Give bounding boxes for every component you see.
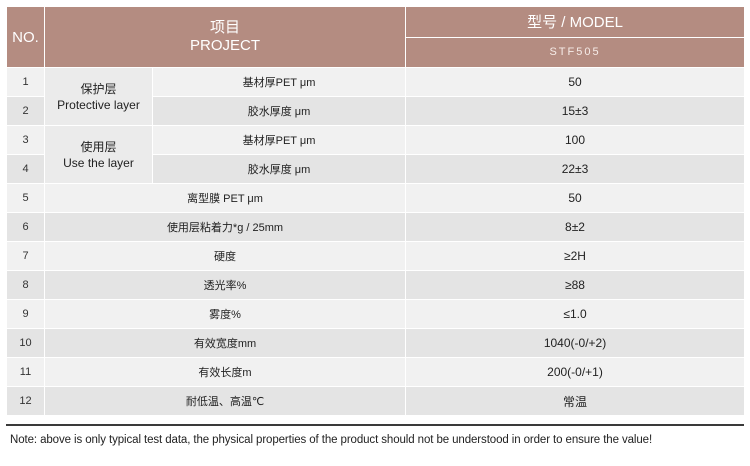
table-row: 6 使用层粘着力*g / 25mm 8±2 bbox=[6, 212, 746, 242]
row-item: 基材厚PET μm bbox=[151, 67, 407, 97]
footnote: Note: above is only typical test data, t… bbox=[10, 434, 653, 446]
row-value: 8±2 bbox=[405, 212, 746, 242]
row-number: 12 bbox=[6, 386, 45, 416]
project-header-cn: 项目 bbox=[210, 19, 241, 36]
table-row: 1 保护层 Protective layer 基材厚PET μm 50 bbox=[6, 67, 746, 126]
table-row: 10 有效宽度mm 1040(-0/+2) bbox=[6, 328, 746, 358]
row-number: 4 bbox=[6, 154, 45, 184]
table-row: 5 离型膜 PET μm 50 bbox=[6, 183, 746, 213]
row-value: 22±3 bbox=[405, 154, 746, 184]
row-item: 硬度 bbox=[43, 241, 407, 271]
row-item: 基材厚PET μm bbox=[151, 125, 407, 155]
row-value: ≤1.0 bbox=[405, 299, 746, 329]
row-item: 雾度% bbox=[43, 299, 407, 329]
row-value: ≥88 bbox=[405, 270, 746, 300]
row-number: 10 bbox=[6, 328, 45, 358]
table-row: 7 硬度 ≥2H bbox=[6, 241, 746, 271]
row-number: 9 bbox=[6, 299, 45, 329]
row-number: 7 bbox=[6, 241, 45, 271]
row-item: 有效长度m bbox=[43, 357, 407, 387]
model-header: 型号 / MODEL bbox=[405, 6, 746, 38]
model-name: STF505 bbox=[405, 36, 746, 68]
no-header: NO. bbox=[6, 6, 45, 68]
row-item: 有效宽度mm bbox=[43, 328, 407, 358]
group-label-cn: 保护层 bbox=[80, 81, 117, 96]
group-label-cn: 使用层 bbox=[80, 139, 117, 154]
note-divider bbox=[6, 424, 744, 426]
table-row: 8 透光率% ≥88 bbox=[6, 270, 746, 300]
row-number: 8 bbox=[6, 270, 45, 300]
row-value: 100 bbox=[405, 125, 746, 155]
row-number: 11 bbox=[6, 357, 45, 387]
row-value: 常温 bbox=[405, 386, 746, 416]
row-value: 50 bbox=[405, 183, 746, 213]
row-item: 离型膜 PET μm bbox=[43, 183, 407, 213]
table-row: 11 有效长度m 200(-0/+1) bbox=[6, 357, 746, 387]
project-header-en: PROJECT bbox=[190, 37, 261, 54]
row-item: 胶水厚度 μm bbox=[151, 96, 407, 126]
row-value: ≥2H bbox=[405, 241, 746, 271]
table-row: 9 雾度% ≤1.0 bbox=[6, 299, 746, 329]
table-row: 12 耐低温、高温℃ 常温 bbox=[6, 386, 746, 416]
group-label-en: Use the layer bbox=[63, 155, 134, 170]
row-number: 6 bbox=[6, 212, 45, 242]
group-use-layer: 使用层 Use the layer bbox=[44, 125, 153, 184]
row-value: 1040(-0/+2) bbox=[405, 328, 746, 358]
row-value: 200(-0/+1) bbox=[405, 357, 746, 387]
row-number: 5 bbox=[6, 183, 45, 213]
table-row: 2 胶水厚度 μm 15±3 bbox=[6, 96, 746, 126]
spec-sheet: NO. 项目 PROJECT 型号 / MODEL STF505 1 保护层 P… bbox=[6, 6, 746, 416]
row-number: 2 bbox=[6, 96, 45, 126]
group-label-en: Protective layer bbox=[57, 97, 140, 112]
spec-table: NO. 项目 PROJECT 型号 / MODEL STF505 1 保护层 P… bbox=[6, 6, 746, 416]
row-item: 胶水厚度 μm bbox=[151, 154, 407, 184]
row-number: 1 bbox=[6, 67, 45, 97]
row-item: 耐低温、高温℃ bbox=[43, 386, 407, 416]
row-value: 50 bbox=[405, 67, 746, 97]
table-row: 4 胶水厚度 μm 22±3 bbox=[6, 154, 746, 184]
row-item: 透光率% bbox=[43, 270, 407, 300]
row-value: 15±3 bbox=[405, 96, 746, 126]
table-row: 3 使用层 Use the layer 基材厚PET μm 100 bbox=[6, 125, 746, 184]
project-header: 项目 PROJECT bbox=[43, 6, 407, 68]
row-item: 使用层粘着力*g / 25mm bbox=[43, 212, 407, 242]
group-protective-layer: 保护层 Protective layer bbox=[44, 67, 153, 126]
row-number: 3 bbox=[6, 125, 45, 155]
